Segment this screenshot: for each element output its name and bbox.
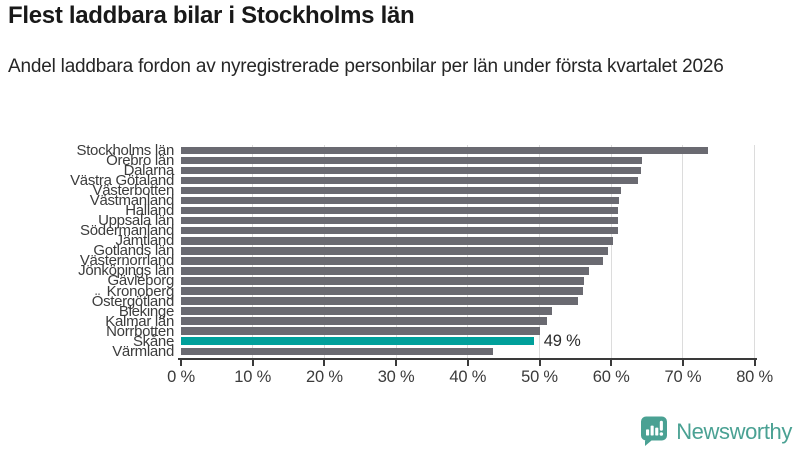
brand-logo: Newsworthy xyxy=(640,416,792,447)
y-label-Jämtland: Jämtland xyxy=(115,232,175,250)
x-tick-70 xyxy=(681,359,684,366)
bar-Dalarna xyxy=(181,166,641,175)
bar-Norrbotten xyxy=(181,327,540,335)
y-label-Dalarna: Dalarna xyxy=(123,161,175,179)
bar-Östergötland xyxy=(181,297,578,305)
gridline-80 xyxy=(754,145,756,358)
y-label-Gävleborg: Gävleborg xyxy=(107,272,174,290)
chart-title: Flest laddbara bilar i Stockholms län xyxy=(8,2,415,29)
x-tick-50 xyxy=(538,359,541,366)
y-label-Västra Götaland: Västra Götaland xyxy=(70,171,174,189)
y-label-Västmanland: Västmanland xyxy=(89,192,175,210)
x-tick-label-10: 10 % xyxy=(234,368,272,386)
y-label-Blekinge: Blekinge xyxy=(118,302,174,320)
x-tick-40 xyxy=(466,359,469,366)
gridline-60 xyxy=(610,145,612,358)
bar-Gotlands län xyxy=(181,247,608,255)
x-tick-label-60: 60 % xyxy=(592,368,630,386)
bar-Uppsala län xyxy=(181,216,619,225)
bar-Västernorrland xyxy=(181,257,604,265)
y-label-Värmland: Värmland xyxy=(112,342,174,360)
x-tick-label-40: 40 % xyxy=(449,368,487,386)
bar-Västerbotten xyxy=(181,186,621,195)
brand-name: Newsworthy xyxy=(676,418,792,444)
y-label-Halland: Halland xyxy=(125,202,174,220)
bar-Södermanland xyxy=(181,226,618,235)
bar-Örebro län xyxy=(181,156,643,165)
bar-Västmanland xyxy=(181,196,620,205)
bar-Blekinge xyxy=(181,307,553,315)
y-label-Kronoberg: Kronoberg xyxy=(106,282,175,300)
newsworthy-icon xyxy=(641,416,668,446)
value-annotation: 49 % xyxy=(543,331,581,350)
y-label-Uppsala län: Uppsala län xyxy=(98,212,174,230)
y-label-Jönköpings län: Jönköpings län xyxy=(78,262,174,280)
x-tick-30 xyxy=(395,359,398,366)
y-label-Stockholms län: Stockholms län xyxy=(76,141,174,159)
y-label-Gotlands län: Gotlands län xyxy=(93,242,174,260)
bar-Kalmar län xyxy=(181,317,547,325)
x-tick-0 xyxy=(180,359,182,366)
x-tick-label-0: 0 % xyxy=(167,368,195,386)
y-label-Kalmar län: Kalmar län xyxy=(105,312,174,330)
y-label-Södermanland: Södermanland xyxy=(80,222,174,240)
x-tick-label-20: 20 % xyxy=(305,368,343,386)
x-tick-label-30: 30 % xyxy=(377,368,415,386)
bar-Kronoberg xyxy=(181,287,584,295)
x-tick-label-70: 70 % xyxy=(664,368,702,386)
chart-subtitle: Andel laddbara fordon av nyregistrerade … xyxy=(8,56,724,77)
y-label-Skåne: Skåne xyxy=(132,332,174,350)
y-label-Västernorrland: Västernorrland xyxy=(79,252,174,270)
y-label-Örebro län: Örebro län xyxy=(106,151,174,169)
bar-Halland xyxy=(181,206,619,215)
x-tick-60 xyxy=(610,359,613,366)
x-axis-line xyxy=(178,357,757,360)
bar-Västra Götaland xyxy=(181,176,638,185)
bar-Skåne xyxy=(181,337,534,346)
x-tick-20 xyxy=(323,359,326,366)
x-tick-10 xyxy=(251,359,254,366)
bar-Jönköpings län xyxy=(181,267,589,275)
bar-Jämtland xyxy=(181,236,613,245)
x-tick-label-50: 50 % xyxy=(521,368,558,386)
x-tick-label-80: 80 % xyxy=(736,368,773,386)
y-label-Östergötland: Östergötland xyxy=(91,292,175,310)
gridline-70 xyxy=(682,145,684,358)
y-label-Norrbotten: Norrbotten xyxy=(106,322,174,340)
y-label-Västerbotten: Västerbotten xyxy=(92,182,175,199)
bar-Gävleborg xyxy=(181,277,584,285)
bar-Stockholms län xyxy=(181,146,708,155)
bar-Värmland xyxy=(181,347,493,356)
x-tick-80 xyxy=(753,359,756,366)
